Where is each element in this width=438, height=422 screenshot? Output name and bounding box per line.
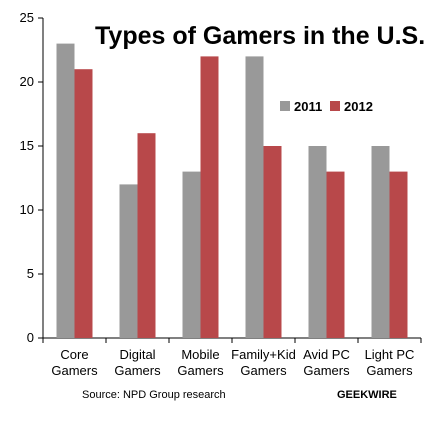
legend-label-2012: 2012	[344, 99, 373, 114]
brand-label: GEEKWIRE	[337, 389, 397, 401]
x-tick-label: Light PC	[365, 347, 415, 362]
x-tick-label: Digital	[119, 347, 155, 362]
y-tick-label: 15	[20, 138, 34, 153]
bar-2012	[326, 171, 345, 338]
legend-swatch-2012	[330, 101, 340, 111]
bar-2011	[182, 171, 201, 338]
x-tick-label: Family+Kid	[231, 347, 296, 362]
bars	[56, 43, 408, 339]
x-tick-label: Gamers	[303, 363, 350, 378]
x-tick-label: Gamers	[240, 363, 287, 378]
x-tick-label: Avid PC	[303, 347, 350, 362]
x-tick-label: Gamers	[177, 363, 224, 378]
legend-swatch-2011	[280, 101, 290, 111]
bar-2011	[119, 184, 138, 338]
y-tick-label: 25	[20, 10, 34, 25]
axes: 0 5 10 15 20 25	[20, 10, 422, 345]
category-labels: CoreGamersDigitalGamersMobileGamersFamil…	[51, 347, 414, 378]
bar-2012	[137, 133, 156, 338]
y-tick-label: 0	[27, 330, 34, 345]
x-tick-label: Mobile	[181, 347, 219, 362]
bar-2011	[56, 43, 75, 338]
chart-title: Types of Gamers in the U.S.	[95, 22, 425, 50]
y-tick-label: 20	[20, 74, 34, 89]
x-tick-label: Gamers	[51, 363, 98, 378]
bar-2012	[263, 146, 282, 338]
x-tick-label: Gamers	[366, 363, 413, 378]
x-tick-label: Core	[60, 347, 88, 362]
bar-2011	[371, 146, 390, 338]
legend-label-2011: 2011	[294, 99, 322, 114]
bar-2012	[74, 69, 93, 338]
y-tick-label: 5	[27, 266, 34, 281]
source-note: Source: NPD Group research	[82, 389, 226, 401]
y-tick-label: 10	[20, 202, 34, 217]
bar-2011	[245, 56, 264, 339]
bar-2012	[200, 56, 219, 339]
bar-2011	[308, 146, 327, 338]
legend: 2011 2012	[280, 99, 373, 114]
x-tick-label: Gamers	[114, 363, 161, 378]
bar-2012	[389, 171, 408, 338]
